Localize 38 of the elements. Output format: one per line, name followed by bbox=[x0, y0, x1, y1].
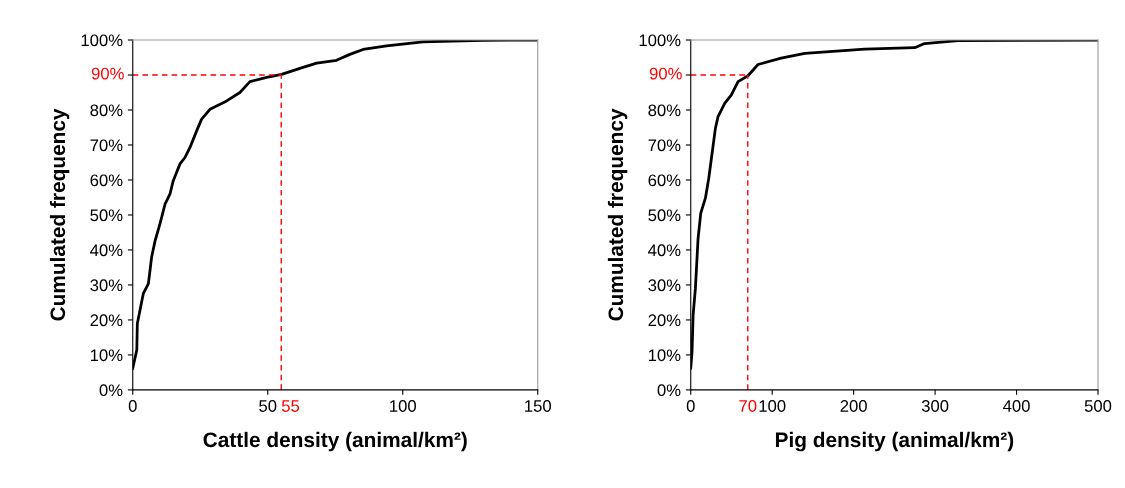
y-tick-label: 10% bbox=[648, 349, 681, 362]
y-tick-label: 60% bbox=[648, 174, 681, 187]
x-tick-label: 100 bbox=[759, 400, 786, 412]
y-tick-label: 80% bbox=[648, 104, 681, 117]
y-tick-label: 40% bbox=[90, 244, 123, 257]
x-tick-label: 150 bbox=[525, 400, 551, 412]
x-tick-label: 200 bbox=[840, 400, 867, 412]
y-tick-label: 10% bbox=[90, 349, 123, 362]
y-tick-label: 50% bbox=[648, 209, 681, 222]
y-tick-label: 100% bbox=[81, 34, 123, 47]
y-tick-label: 100% bbox=[639, 34, 681, 47]
y-tick-label: 30% bbox=[648, 279, 681, 292]
x-tick-label: 0 bbox=[686, 400, 695, 412]
y-tick-label: 80% bbox=[90, 104, 123, 117]
ref-line-label: 55 bbox=[281, 400, 300, 412]
y-tick-label: 70% bbox=[648, 139, 681, 152]
ref-line-label: 90% bbox=[649, 67, 682, 80]
x-tick-label: 0 bbox=[128, 400, 137, 412]
x-tick-label: 100 bbox=[390, 400, 416, 412]
x-axis-title: Cattle density (animal/km²) bbox=[203, 431, 467, 452]
y-tick-label: 0% bbox=[99, 384, 123, 397]
y-axis-title: Cumulated frequency bbox=[607, 108, 628, 321]
y-tick-label: 60% bbox=[90, 174, 123, 187]
ref-line-label: 70 bbox=[739, 400, 757, 412]
y-tick-label: 70% bbox=[90, 139, 123, 152]
x-tick-label: 500 bbox=[1084, 400, 1112, 412]
x-tick-label: 300 bbox=[921, 400, 949, 412]
y-tick-label: 20% bbox=[90, 314, 123, 327]
y-axis-title: Cumulated frequency bbox=[49, 108, 70, 321]
y-tick-label: 20% bbox=[648, 314, 681, 327]
ref-line-label: 90% bbox=[91, 67, 124, 80]
y-tick-label: 40% bbox=[648, 244, 681, 257]
y-tick-label: 50% bbox=[90, 209, 123, 222]
x-tick-label: 400 bbox=[1003, 400, 1030, 412]
x-axis-title: Pig density (animal/km²) bbox=[775, 431, 1014, 452]
y-tick-label: 0% bbox=[657, 384, 681, 397]
x-tick-label: 50 bbox=[259, 400, 277, 412]
y-tick-label: 30% bbox=[90, 279, 123, 292]
